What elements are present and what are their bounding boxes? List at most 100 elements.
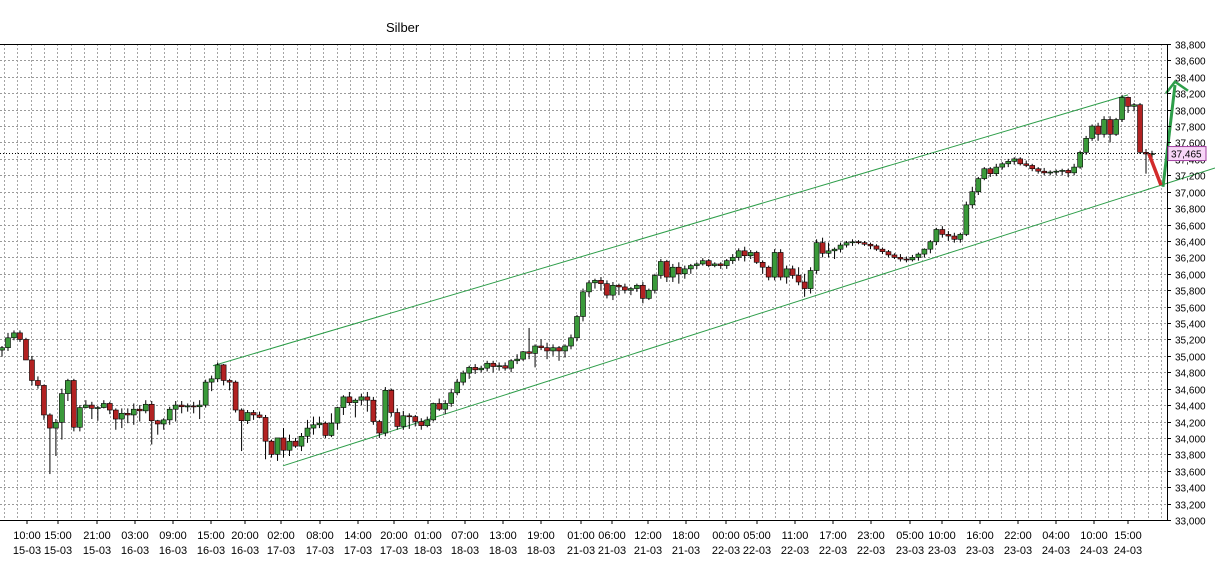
y-tick-label: 34,600 bbox=[1175, 386, 1206, 397]
candle-body bbox=[987, 168, 994, 174]
candle bbox=[610, 282, 616, 301]
x-tick-time: 10:00 bbox=[928, 530, 956, 542]
candle-body bbox=[436, 403, 443, 410]
candle-body bbox=[604, 283, 610, 296]
candle-body bbox=[837, 244, 844, 250]
x-tick-date: 16-03 bbox=[121, 545, 149, 557]
candle-body bbox=[83, 404, 89, 408]
candle-body bbox=[232, 381, 239, 411]
x-tick-time: 19:00 bbox=[527, 530, 555, 542]
candle bbox=[184, 403, 191, 412]
candle-body bbox=[783, 268, 790, 278]
candle bbox=[616, 283, 622, 296]
candle-body bbox=[795, 275, 802, 283]
x-tick-time: 15:00 bbox=[1114, 530, 1142, 542]
candle-body bbox=[142, 403, 149, 412]
candle-body bbox=[735, 250, 742, 258]
candle bbox=[382, 387, 389, 437]
x-tick-date: 17-03 bbox=[306, 545, 334, 557]
candle bbox=[729, 254, 736, 264]
candle-body bbox=[184, 405, 191, 408]
candle bbox=[652, 273, 658, 294]
candle bbox=[987, 167, 994, 177]
candle-body bbox=[47, 414, 53, 429]
x-tick-time: 17:00 bbox=[819, 530, 847, 542]
candle-body bbox=[430, 403, 437, 421]
x-tick-time: 06:00 bbox=[598, 530, 626, 542]
candle-body bbox=[11, 332, 17, 339]
x-tick-date: 22-03 bbox=[743, 545, 771, 557]
candle-body bbox=[574, 316, 580, 339]
candle-body bbox=[1113, 119, 1119, 135]
candle-body bbox=[496, 365, 502, 368]
y-tick-label: 35,200 bbox=[1175, 336, 1206, 347]
candle bbox=[71, 378, 77, 432]
candle bbox=[370, 396, 377, 425]
candle bbox=[1035, 167, 1041, 174]
candle-body bbox=[250, 412, 257, 416]
y-tick-label: 36,000 bbox=[1175, 271, 1206, 282]
last-price-label: 37,465 bbox=[1171, 150, 1202, 161]
candle-body bbox=[298, 435, 305, 447]
candle-body bbox=[849, 241, 856, 244]
candle-body bbox=[1077, 152, 1083, 168]
candle-body bbox=[220, 364, 227, 381]
candle-body bbox=[933, 229, 940, 243]
candle-body bbox=[969, 191, 976, 206]
up-arrowhead bbox=[1165, 80, 1189, 95]
candle bbox=[867, 242, 874, 250]
candle bbox=[1053, 169, 1059, 176]
x-tick-date: 23-03 bbox=[928, 545, 956, 557]
y-tick-label: 34,400 bbox=[1175, 402, 1206, 413]
down-forecast-arrow bbox=[1147, 153, 1163, 186]
candle-body bbox=[286, 440, 293, 451]
candle-body bbox=[538, 345, 544, 348]
candle-body bbox=[688, 265, 694, 270]
candle-body bbox=[274, 437, 281, 455]
candle bbox=[316, 416, 323, 429]
candle-body bbox=[723, 260, 730, 266]
candle bbox=[208, 375, 215, 392]
candle-body bbox=[202, 381, 209, 406]
x-tick-date: 24-03 bbox=[1080, 545, 1108, 557]
candle bbox=[514, 354, 520, 365]
candle-body bbox=[568, 337, 574, 347]
candle-body bbox=[789, 268, 796, 276]
last-price-box bbox=[1167, 146, 1207, 162]
candle-body bbox=[328, 422, 335, 436]
candle bbox=[352, 398, 359, 418]
candle-body bbox=[682, 268, 688, 275]
x-tick-date: 22-03 bbox=[819, 545, 847, 557]
candle-body bbox=[107, 403, 113, 411]
candle bbox=[1107, 116, 1113, 143]
candle bbox=[759, 260, 766, 274]
candle bbox=[915, 252, 922, 261]
candle-body bbox=[113, 409, 119, 420]
candle bbox=[304, 419, 311, 443]
candle-body bbox=[717, 263, 724, 266]
candle bbox=[1047, 170, 1053, 176]
candle-body bbox=[879, 248, 886, 252]
candle bbox=[831, 247, 838, 260]
candle-body bbox=[855, 241, 862, 244]
candle-body bbox=[262, 417, 269, 442]
candle-body bbox=[5, 337, 11, 348]
candle-body bbox=[448, 392, 455, 404]
candle-body bbox=[364, 396, 371, 401]
candle bbox=[454, 378, 461, 396]
candle bbox=[172, 401, 179, 422]
candle-body bbox=[1059, 170, 1065, 172]
candle bbox=[789, 265, 796, 279]
candle bbox=[89, 401, 95, 420]
candle-body bbox=[873, 245, 880, 250]
candle bbox=[256, 411, 263, 419]
candle-body bbox=[670, 266, 676, 278]
candle bbox=[723, 259, 730, 269]
candle bbox=[232, 380, 239, 413]
candle-body bbox=[652, 275, 658, 291]
candle-body bbox=[729, 257, 736, 261]
y-tick-label: 37,600 bbox=[1175, 139, 1206, 150]
axes: 33,000 33,200 33,400 33,600 33,800 34,000 34,2… bbox=[0, 41, 1207, 557]
candle bbox=[855, 240, 862, 245]
candle-body bbox=[178, 404, 185, 408]
